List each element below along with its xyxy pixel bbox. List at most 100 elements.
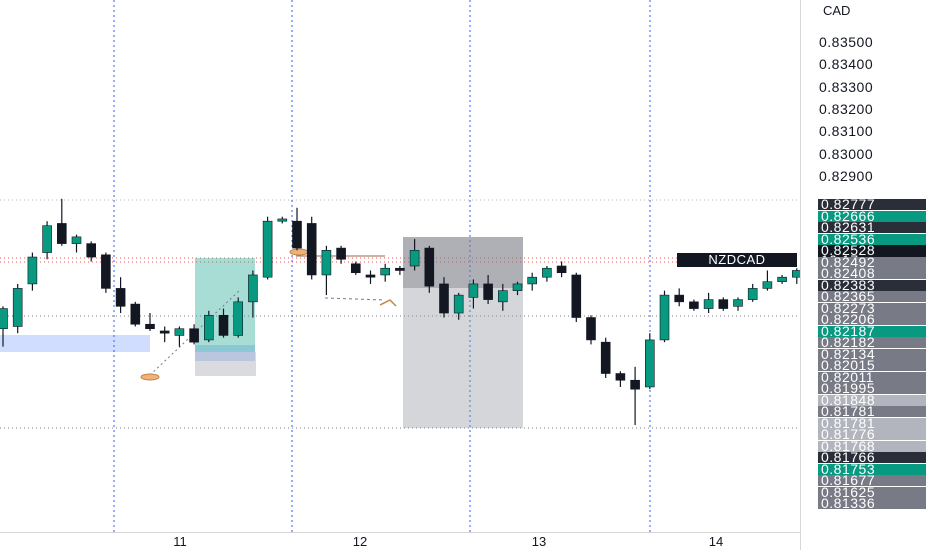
candle-body bbox=[453, 294, 464, 314]
symbol-price-tag: NZDCAD bbox=[677, 253, 797, 267]
price-label: 0.82631 bbox=[818, 222, 926, 233]
candle-body bbox=[600, 341, 611, 374]
price-label: 0.82528 bbox=[818, 245, 926, 256]
stop-zone bbox=[403, 237, 523, 288]
risk-zone bbox=[195, 352, 256, 376]
candle-body bbox=[292, 220, 302, 249]
candle-body bbox=[306, 223, 317, 276]
candle-body bbox=[424, 247, 435, 287]
time-tick-label: 13 bbox=[531, 534, 547, 549]
demand-zone bbox=[0, 335, 150, 352]
price-label: 0.81781 bbox=[818, 417, 926, 429]
candle-body bbox=[12, 288, 23, 327]
price-tick-label: 0.83500 bbox=[819, 34, 874, 50]
marker-icon bbox=[289, 248, 309, 256]
candle-body bbox=[644, 339, 655, 388]
candle-body bbox=[571, 274, 582, 318]
price-label: 0.82011 bbox=[818, 371, 926, 383]
price-label: 0.82273 bbox=[818, 302, 926, 314]
price-label: 0.81781 bbox=[818, 406, 926, 417]
price-chart[interactable] bbox=[0, 0, 800, 532]
candle-body bbox=[204, 314, 214, 341]
demand-zone bbox=[195, 345, 255, 361]
price-label: 0.81336 bbox=[818, 498, 926, 509]
price-tick-label: 0.83200 bbox=[819, 101, 874, 117]
price-label: 0.82536 bbox=[818, 233, 926, 245]
candle-body bbox=[380, 267, 391, 276]
price-axis[interactable]: CAD 0.83500 0.83400 0.83300 0.83200 0.83100 0… bbox=[800, 0, 932, 550]
candle-body bbox=[248, 274, 258, 303]
candle-body bbox=[336, 247, 346, 260]
candle-body bbox=[218, 314, 229, 336]
candle-body bbox=[439, 283, 449, 314]
price-tick-label: 0.83300 bbox=[819, 79, 874, 95]
candle-body bbox=[395, 267, 405, 271]
candle-body bbox=[174, 328, 185, 336]
price-label: 0.82182 bbox=[818, 337, 926, 348]
candle-body bbox=[703, 299, 714, 309]
candle-body bbox=[733, 299, 743, 307]
candle-body bbox=[762, 281, 773, 289]
candle-body bbox=[145, 323, 155, 330]
candle-body bbox=[101, 254, 111, 289]
price-label: 0.81776 bbox=[818, 429, 926, 440]
currency-label[interactable]: CAD bbox=[823, 3, 851, 18]
price-label: 0.82408 bbox=[818, 268, 926, 279]
candle-body bbox=[659, 294, 670, 341]
candle-body bbox=[409, 250, 420, 267]
price-tick-label: 0.83400 bbox=[819, 56, 874, 72]
candle-body bbox=[777, 276, 787, 282]
time-axis[interactable]: 11 12 13 14 bbox=[0, 532, 800, 551]
price-label: 0.82492 bbox=[818, 256, 926, 268]
candle-body bbox=[512, 283, 523, 291]
chart-canvas bbox=[0, 0, 800, 532]
candle-body bbox=[233, 301, 243, 336]
candle-body bbox=[791, 270, 800, 278]
price-label: 0.81995 bbox=[818, 383, 926, 394]
price-label: 0.82187 bbox=[818, 325, 926, 337]
price-label: 0.81768 bbox=[818, 440, 926, 452]
candle-body bbox=[86, 243, 96, 258]
candle-body bbox=[497, 290, 508, 303]
candle-body bbox=[527, 276, 538, 285]
price-label: 0.82666 bbox=[818, 210, 926, 222]
price-tick-label: 0.82900 bbox=[819, 168, 874, 184]
price-label: 0.81766 bbox=[818, 452, 926, 463]
time-tick-label: 14 bbox=[708, 534, 724, 549]
candle-body bbox=[542, 267, 552, 278]
price-label: 0.82383 bbox=[818, 279, 926, 291]
symbol-label: NZDCAD bbox=[708, 252, 766, 267]
candle-body bbox=[262, 220, 273, 278]
candle-body bbox=[365, 274, 376, 278]
price-label: 0.81753 bbox=[818, 463, 926, 475]
candle-body bbox=[0, 308, 8, 330]
marker-icon bbox=[379, 299, 397, 307]
price-label: 0.82365 bbox=[818, 291, 926, 302]
time-tick-label: 12 bbox=[352, 534, 368, 549]
price-tick-label: 0.83000 bbox=[819, 146, 874, 162]
candle-body bbox=[189, 328, 199, 343]
candle-body bbox=[615, 373, 626, 381]
time-tick-label: 11 bbox=[173, 534, 187, 549]
price-label: 0.82134 bbox=[818, 348, 926, 360]
candle-body bbox=[689, 301, 699, 309]
price-label: 0.82206 bbox=[818, 314, 926, 325]
price-label: 0.81677 bbox=[818, 475, 926, 486]
price-label: 0.81625 bbox=[818, 486, 926, 498]
candle-body bbox=[27, 256, 38, 285]
trend-line bbox=[324, 297, 386, 301]
marker-icon bbox=[140, 373, 160, 381]
price-label: 0.82015 bbox=[818, 360, 926, 371]
candle-body bbox=[115, 288, 126, 307]
candle-body bbox=[159, 330, 170, 334]
candle-body bbox=[56, 223, 67, 244]
candle-body bbox=[718, 299, 729, 309]
candle-body bbox=[321, 250, 332, 276]
candle-body bbox=[277, 218, 288, 222]
price-label: 0.81848 bbox=[818, 394, 926, 406]
candle-body bbox=[350, 263, 361, 274]
candle-body bbox=[483, 283, 493, 300]
candle-body bbox=[747, 288, 758, 300]
price-tick-label: 0.83100 bbox=[819, 123, 874, 139]
candle-body bbox=[71, 236, 82, 244]
